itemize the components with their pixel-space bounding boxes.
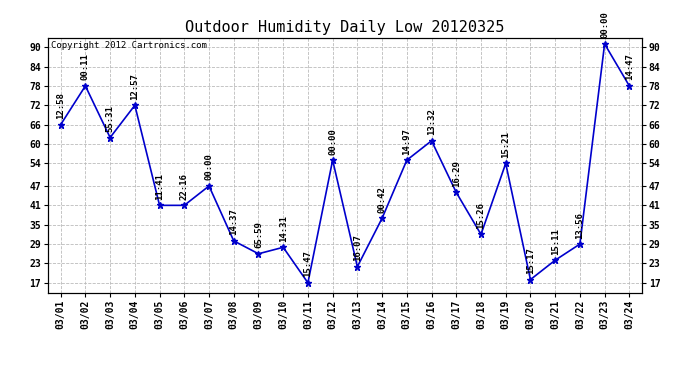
Text: 16:07: 16:07 <box>353 234 362 261</box>
Text: 14:37: 14:37 <box>229 209 238 235</box>
Text: 11:41: 11:41 <box>155 173 164 200</box>
Text: 14:31: 14:31 <box>279 215 288 242</box>
Text: 15:26: 15:26 <box>477 202 486 229</box>
Text: 22:16: 22:16 <box>180 173 189 200</box>
Text: 00:11: 00:11 <box>81 54 90 80</box>
Text: 15:11: 15:11 <box>551 228 560 255</box>
Text: 00:00: 00:00 <box>328 128 337 154</box>
Text: 14:97: 14:97 <box>402 128 411 154</box>
Text: 14:47: 14:47 <box>625 54 634 80</box>
Text: 15:47: 15:47 <box>304 251 313 277</box>
Text: 00:42: 00:42 <box>377 186 386 213</box>
Text: 13:32: 13:32 <box>427 108 436 135</box>
Text: 16:29: 16:29 <box>452 160 461 187</box>
Title: Outdoor Humidity Daily Low 20120325: Outdoor Humidity Daily Low 20120325 <box>186 20 504 35</box>
Text: 65:59: 65:59 <box>254 221 263 248</box>
Text: 00:00: 00:00 <box>204 153 213 180</box>
Text: 15:17: 15:17 <box>526 247 535 274</box>
Text: 12:57: 12:57 <box>130 73 139 100</box>
Text: 15:21: 15:21 <box>501 131 510 158</box>
Text: Copyright 2012 Cartronics.com: Copyright 2012 Cartronics.com <box>51 41 207 50</box>
Text: 00:00: 00:00 <box>600 12 609 38</box>
Text: 13:56: 13:56 <box>575 211 584 238</box>
Text: 12:58: 12:58 <box>56 92 65 119</box>
Text: 55:31: 55:31 <box>106 105 115 132</box>
